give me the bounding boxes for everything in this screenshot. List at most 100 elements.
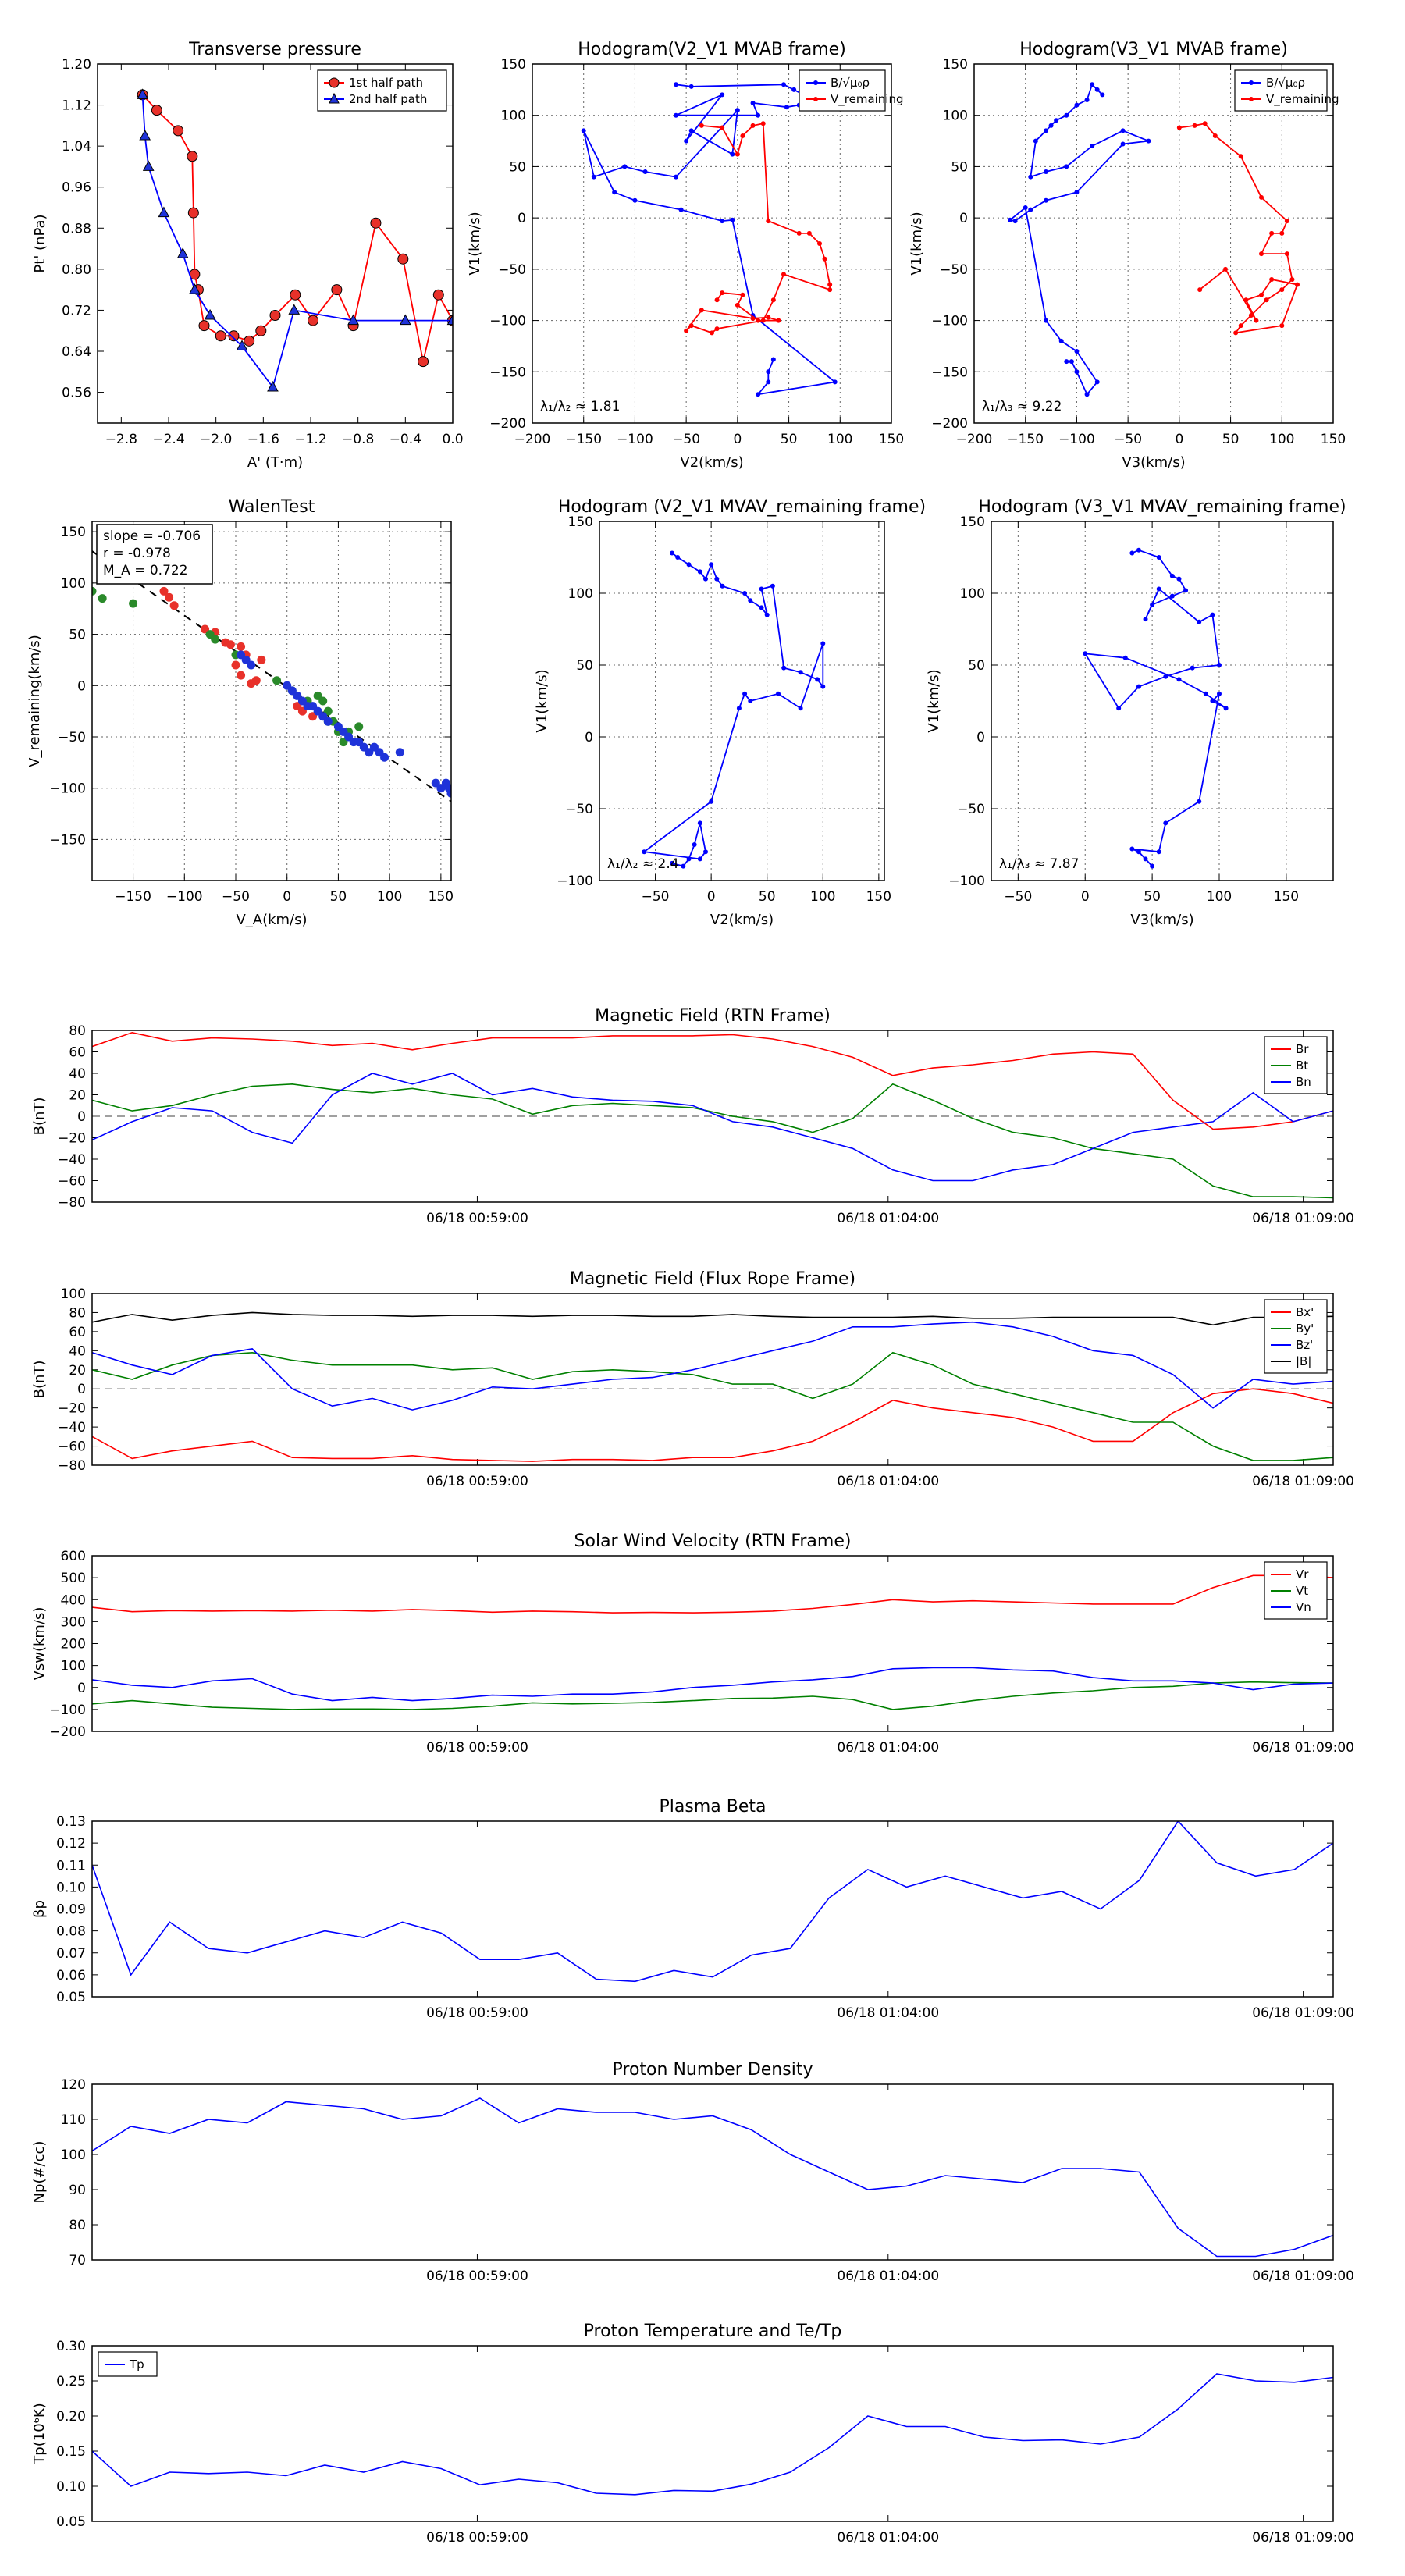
chart-mag_fr: Magnetic Field (Flux Rope Frame) 06/18 00… (31, 1269, 1354, 1489)
data-point (204, 308, 216, 320)
data-point (781, 272, 786, 277)
data-point (776, 691, 781, 696)
x-tick-label: 06/18 00:59:00 (426, 2005, 528, 2021)
scatter-point (247, 660, 256, 670)
x-tick-label: 06/18 01:04:00 (837, 1474, 939, 1489)
plot-area (92, 1574, 1333, 1710)
series-line-Np (92, 2097, 1333, 2258)
data-point (1259, 251, 1264, 257)
data-point (686, 562, 692, 568)
data-point (267, 380, 279, 392)
data-point (697, 569, 702, 575)
data-point (187, 207, 199, 219)
y-tick-label: 80 (69, 1023, 86, 1039)
y-tick-label: 0.10 (56, 2479, 86, 2495)
data-point (764, 612, 770, 617)
y-tick-label: 80 (69, 2218, 86, 2233)
data-point (189, 283, 201, 294)
data-point (756, 392, 761, 397)
y-tick-label: 110 (61, 2112, 86, 2128)
data-point (806, 230, 812, 236)
data-point (228, 330, 240, 342)
data-point (1129, 846, 1135, 852)
data-point (688, 323, 694, 329)
y-axis-label: V1(km/s) (534, 669, 550, 732)
eigen-ratio-annotation: λ₁/λ₃ ≈ 7.87 (999, 856, 1079, 872)
chart-title: Proton Temperature and Te/Tp (584, 2322, 842, 2341)
data-point (796, 230, 802, 236)
x-tick-label: 0 (707, 889, 716, 905)
y-tick-label: −200 (931, 416, 968, 432)
data-point (827, 287, 833, 293)
legend-marker (329, 92, 340, 104)
data-point (766, 379, 771, 385)
y-tick-label: −150 (931, 365, 968, 380)
x-tick-label: 06/18 01:04:00 (837, 2530, 939, 2546)
data-point (748, 598, 753, 603)
y-tick-label: 1.04 (62, 139, 91, 155)
plot-area (92, 1031, 1333, 1199)
chart-h3: Hodogram (V2_V1 MVAV_remaining frame) −50… (534, 497, 926, 928)
y-tick-label: 400 (61, 1592, 86, 1608)
data-point (748, 699, 753, 703)
data-point (1238, 154, 1243, 159)
y-tick-label: 100 (61, 1659, 86, 1674)
stats-line: r = -0.978 (103, 546, 171, 561)
data-point (1212, 133, 1218, 138)
scatter-point (446, 788, 451, 798)
series-line-Vr (92, 1574, 1333, 1614)
data-point (581, 128, 586, 133)
chart-title: Magnetic Field (RTN Frame) (595, 1006, 831, 1026)
data-point (817, 241, 822, 246)
x-tick-label: −200 (956, 432, 993, 447)
y-tick-label: −60 (58, 1174, 86, 1190)
x-tick-label: 06/18 01:04:00 (837, 2005, 939, 2021)
data-point (714, 576, 720, 582)
plot-frame (91, 1293, 1334, 1466)
plot-area (642, 550, 826, 869)
y-axis-label: Np(#/cc) (31, 2141, 48, 2204)
y-axis-label: B(nT) (31, 1361, 48, 1399)
y-axis-label: V_remaining(km/s) (27, 635, 43, 767)
data-point (820, 684, 826, 689)
data-point (1269, 230, 1275, 236)
chart-walen: WalenTest −150 −100 −50 0 50 100 150 −150 −100 −50… (27, 497, 454, 928)
plot-area (1008, 82, 1300, 397)
chart-title: WalenTest (229, 497, 315, 517)
data-point (702, 849, 708, 855)
data-point (399, 314, 411, 326)
x-axis-label: V_A(km/s) (236, 912, 307, 928)
legend-label: V_remaining (831, 92, 904, 107)
data-point (697, 820, 702, 826)
data-point (151, 105, 162, 116)
plot-frame (91, 2083, 1334, 2261)
data-point (1129, 550, 1135, 556)
data-point (820, 641, 826, 646)
legend-label: Vt (1296, 1584, 1308, 1598)
scatter-point (395, 748, 404, 757)
plot-frame (91, 1820, 1334, 1998)
data-point (418, 356, 429, 368)
x-tick-label: 50 (759, 889, 776, 905)
data-point (688, 128, 694, 133)
legend-marker (1249, 97, 1254, 101)
data-point (1074, 369, 1080, 375)
x-tick-label: −50 (1004, 889, 1032, 905)
series-line-Tp (92, 2373, 1333, 2496)
legend-box (1264, 1561, 1328, 1620)
data-point (1028, 207, 1033, 212)
data-point (1269, 277, 1275, 282)
x-tick-label: 50 (781, 432, 798, 447)
series-line-1st half path (141, 94, 453, 362)
data-point (709, 799, 714, 804)
y-tick-label: 0.64 (62, 344, 91, 360)
x-tick-label: 06/18 01:09:00 (1252, 1740, 1354, 1756)
data-point (815, 677, 820, 682)
x-tick-label: 06/18 01:09:00 (1252, 1474, 1354, 1489)
data-point (1048, 123, 1054, 128)
chart-title: Solar Wind Velocity (RTN Frame) (574, 1532, 852, 1551)
data-point (742, 591, 748, 596)
data-point (1044, 197, 1048, 203)
scatter-point (98, 594, 107, 603)
y-tick-label: 0 (518, 211, 526, 226)
